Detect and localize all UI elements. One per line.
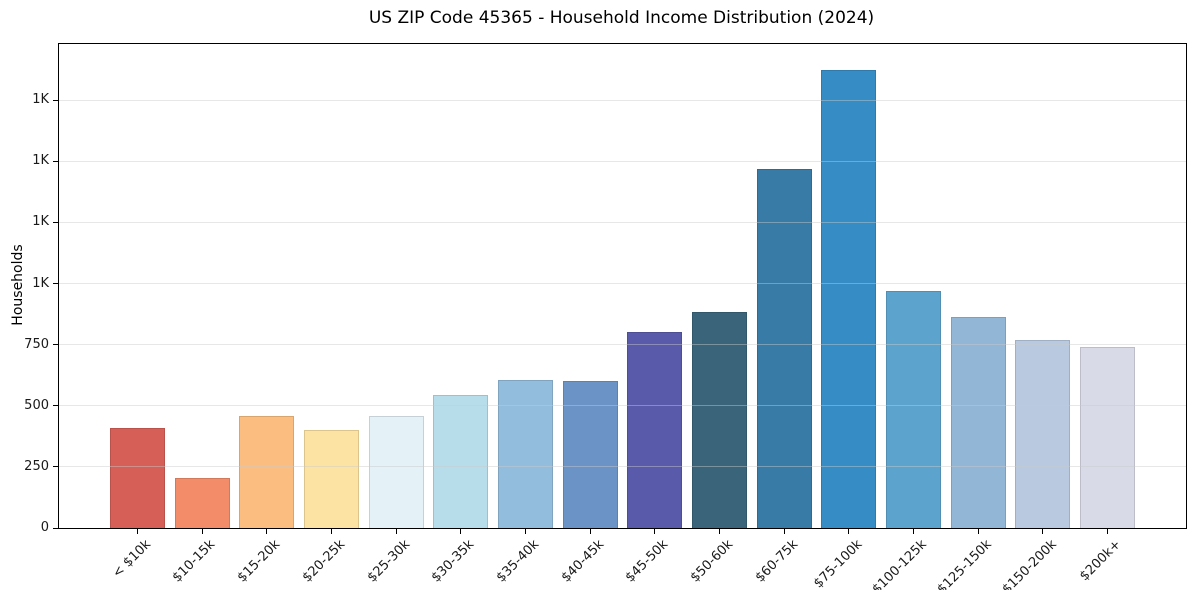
bar bbox=[239, 415, 295, 528]
gridline bbox=[59, 344, 1186, 346]
bar bbox=[627, 332, 683, 528]
y-tick bbox=[53, 344, 58, 346]
bar bbox=[692, 311, 748, 528]
bar bbox=[497, 380, 553, 528]
y-tick bbox=[53, 283, 58, 285]
bar bbox=[174, 477, 230, 528]
x-tick bbox=[1042, 529, 1044, 534]
y-tick bbox=[53, 466, 58, 468]
x-tick-label: $20-25k bbox=[299, 537, 349, 586]
x-tick bbox=[460, 529, 462, 534]
y-tick-label: 1K bbox=[32, 214, 49, 230]
bar bbox=[1080, 347, 1136, 528]
bar bbox=[950, 316, 1006, 528]
x-tick-label: $10-15k bbox=[170, 537, 219, 586]
bar bbox=[756, 168, 812, 528]
x-tick-label: $40-45k bbox=[558, 537, 607, 586]
x-tick bbox=[136, 529, 138, 534]
gridline bbox=[59, 466, 1186, 468]
gridline bbox=[59, 283, 1186, 285]
chart-title: US ZIP Code 45365 - Household Income Dis… bbox=[368, 8, 875, 28]
y-tick bbox=[53, 221, 58, 223]
x-tick bbox=[719, 529, 721, 534]
x-tick bbox=[395, 529, 397, 534]
gridline bbox=[59, 99, 1186, 101]
x-tick-label: $50-60k bbox=[687, 537, 737, 586]
bar bbox=[368, 415, 424, 528]
x-tick bbox=[977, 529, 979, 534]
x-tick-label: $25-30k bbox=[364, 537, 413, 586]
x-tick bbox=[524, 529, 526, 534]
bar bbox=[433, 394, 489, 528]
bar bbox=[1015, 339, 1071, 528]
x-tick-label: $35-40k bbox=[493, 537, 543, 586]
x-tick bbox=[1107, 529, 1109, 534]
x-tick-label: $150-200k bbox=[999, 537, 1060, 590]
x-tick-label: $100-125k bbox=[870, 537, 931, 590]
x-tick bbox=[330, 529, 332, 534]
y-tick bbox=[53, 527, 58, 529]
y-tick bbox=[53, 160, 58, 162]
y-tick-label: 1K bbox=[32, 92, 49, 108]
y-tick-label: 500 bbox=[24, 397, 49, 413]
y-tick-label: 0 bbox=[40, 520, 49, 535]
plot-area: 0 250 500 750 1K 1K 1K 1K < $10k $10-15k $15-20k $2… bbox=[24, 43, 1187, 590]
x-tick-label: < $10k bbox=[109, 537, 154, 582]
x-tick bbox=[783, 529, 785, 534]
x-tick bbox=[589, 529, 591, 534]
bar bbox=[562, 381, 618, 528]
x-tick bbox=[201, 529, 203, 534]
x-tick-label: $75-100k bbox=[811, 537, 866, 590]
x-tick bbox=[266, 529, 268, 534]
gridline bbox=[59, 221, 1186, 223]
y-tick bbox=[53, 99, 58, 101]
x-tick bbox=[654, 529, 656, 534]
y-tick-label: 250 bbox=[24, 458, 49, 474]
y-tick-label: 1K bbox=[32, 275, 49, 291]
x-tick-label: $200k+ bbox=[1077, 537, 1125, 585]
gridline bbox=[59, 405, 1186, 407]
x-tick bbox=[848, 529, 850, 534]
x-tick-label: $125-150k bbox=[934, 537, 995, 590]
y-tick-label: 750 bbox=[24, 336, 49, 352]
x-tick-label: $30-35k bbox=[428, 537, 478, 586]
x-tick-label: $45-50k bbox=[622, 537, 672, 586]
x-tick-label: $60-75k bbox=[752, 537, 801, 586]
bar bbox=[886, 290, 942, 528]
bar bbox=[109, 427, 165, 528]
gridline bbox=[59, 160, 1186, 162]
y-tick-label: 1K bbox=[32, 153, 49, 169]
y-tick bbox=[53, 405, 58, 407]
bar bbox=[821, 69, 877, 528]
x-tick bbox=[913, 529, 915, 534]
bar bbox=[303, 430, 359, 528]
x-tick-label: $15-20k bbox=[234, 537, 284, 586]
